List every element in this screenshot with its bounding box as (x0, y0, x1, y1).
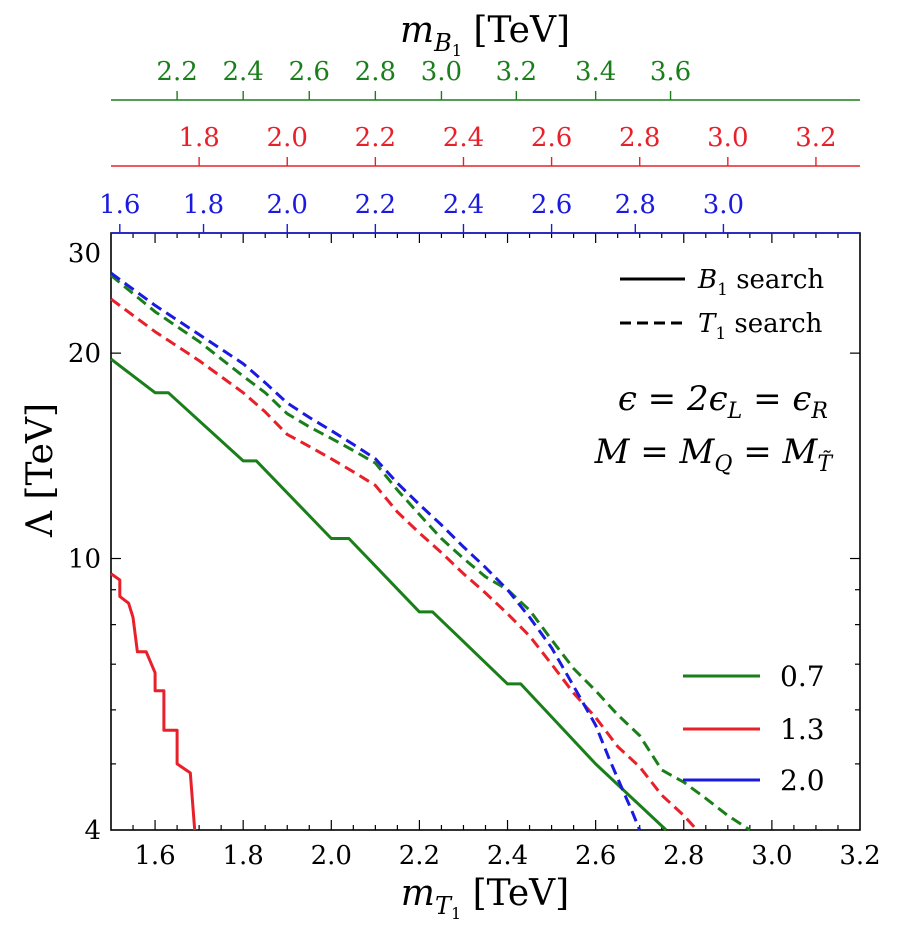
top-axis-tick-label: 2.6 (531, 123, 572, 153)
top-axis-tick-label: 3.2 (795, 123, 836, 153)
annotation-mass: M = MQ = MT̃ (594, 432, 835, 477)
legend-label: 0.7 (780, 660, 825, 693)
top-axis-tick-label: 2.2 (156, 57, 197, 87)
series-line (110, 297, 699, 832)
x-tick-label: 3.0 (751, 841, 792, 871)
y-tick-label: 30 (68, 239, 101, 269)
series-line (110, 572, 197, 831)
top-axis-tick-label: 3.0 (421, 57, 462, 87)
top-axis-tick-label: 2.0 (267, 123, 308, 153)
top-axis-tick-label: 3.0 (703, 190, 744, 220)
top-axis-tick-label: 2.0 (267, 190, 308, 220)
top-axis-tick-label: 2.4 (222, 57, 263, 87)
annotation-epsilon: ϵ = 2ϵL = ϵR (618, 379, 828, 424)
y-tick-label: 4 (84, 816, 101, 846)
legend-label-b1-search: B1 search (697, 265, 824, 300)
series-line (110, 357, 668, 832)
top-axis-tick-label: 1.6 (99, 190, 140, 220)
top-axis-tick-label: 2.8 (615, 190, 656, 220)
x-tick-label: 2.0 (311, 841, 352, 871)
y-axis-title: Λ [TeV] (20, 403, 61, 538)
top-axis-tick-label: 3.4 (575, 57, 616, 87)
x-tick-label: 3.2 (839, 841, 880, 871)
top-axis-tick-label: 1.8 (183, 190, 224, 220)
x-tick-label: 2.4 (487, 841, 528, 871)
top-axis-tick-label: 2.8 (355, 57, 396, 87)
x-tick-label: 2.6 (575, 841, 616, 871)
text-layer: 1.6 1.8 2.0 2.2 2.4 2.6 2.8 3.0 3.2 4 10 20 30 2.2 2.4… (20, 10, 881, 923)
y-tick-label: 10 (68, 545, 101, 575)
y-tick-label: 20 (68, 339, 101, 369)
top-axis-tick-label: 2.6 (289, 57, 330, 87)
x-tick-label: 1.6 (134, 841, 175, 871)
top-axis-tick-label: 1.8 (178, 123, 219, 153)
legend-label: 2.0 (780, 764, 825, 797)
axes-layer (110, 91, 861, 831)
x-axis-title: mT1 [TeV] (401, 873, 569, 923)
x-tick-label: 2.2 (399, 841, 440, 871)
top-axis-tick-label: 2.2 (355, 190, 396, 220)
top-axis-tick-label: 2.4 (443, 123, 484, 153)
legend-label-t1-search: T1 search (698, 309, 823, 344)
top-axis-tick-label: 2.4 (443, 190, 484, 220)
top-axis-tick-label: 3.6 (650, 57, 691, 87)
top-axis-tick-label: 2.8 (619, 123, 660, 153)
series-line (110, 274, 751, 832)
top-axis-tick-label: 2.6 (531, 190, 572, 220)
top-axis-tick-label: 2.2 (355, 123, 396, 153)
top-axis-tick-label: 3.0 (707, 123, 748, 153)
legend-label: 1.3 (780, 713, 825, 746)
x-tick-label: 2.8 (663, 841, 704, 871)
x-tick-label: 1.8 (222, 841, 263, 871)
series-line (110, 271, 642, 831)
series-layer (110, 271, 760, 832)
top-axis-title: mB1 [TeV] (400, 10, 570, 60)
top-axis-tick-label: 3.2 (496, 57, 537, 87)
